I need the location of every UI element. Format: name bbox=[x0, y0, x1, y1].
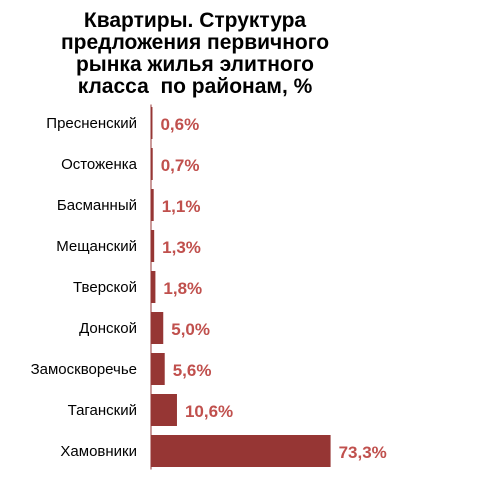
labels-group: Пресненский 0,6% Остоженка 0,7% Басманный 1,1… bbox=[31, 115, 387, 462]
chart-title-line: рынка жилья элитного bbox=[75, 53, 315, 76]
chart-title-line: предложения первичного bbox=[60, 31, 330, 54]
value-label: 10,6% bbox=[185, 402, 233, 421]
value-label: 73,3% bbox=[339, 443, 387, 462]
chart-title-line: Квартиры. Структура bbox=[83, 9, 307, 32]
value-label: 5,6% bbox=[173, 361, 212, 380]
category-label: Замоскворечье bbox=[31, 361, 137, 378]
bar bbox=[151, 435, 331, 467]
bar bbox=[151, 312, 164, 344]
category-label: Пресненский bbox=[46, 115, 137, 132]
category-label: Тверской bbox=[73, 279, 137, 296]
value-label: 5,0% bbox=[171, 320, 210, 339]
bar bbox=[151, 353, 165, 385]
value-label: 1,3% bbox=[162, 238, 201, 257]
category-label: Донской bbox=[79, 320, 137, 337]
value-label: 1,8% bbox=[163, 279, 202, 298]
category-label: Остоженка bbox=[61, 156, 138, 173]
bar bbox=[151, 230, 155, 262]
value-label: 0,6% bbox=[160, 115, 199, 134]
chart-title-line: класса по районам, % bbox=[77, 75, 313, 98]
bar bbox=[151, 107, 153, 139]
chart-title: Квартиры. Структура предложения первично… bbox=[20, 10, 370, 98]
bar bbox=[151, 148, 153, 180]
category-label: Хамовники bbox=[60, 443, 137, 460]
category-label: Мещанский bbox=[56, 238, 137, 255]
value-label: 1,1% bbox=[162, 197, 201, 216]
bar bbox=[151, 394, 177, 426]
value-label: 0,7% bbox=[161, 156, 200, 175]
category-label: Таганский bbox=[68, 402, 137, 419]
category-label: Басманный bbox=[57, 197, 137, 214]
bar bbox=[151, 271, 156, 303]
bars-group bbox=[151, 107, 331, 467]
bar bbox=[151, 189, 154, 221]
